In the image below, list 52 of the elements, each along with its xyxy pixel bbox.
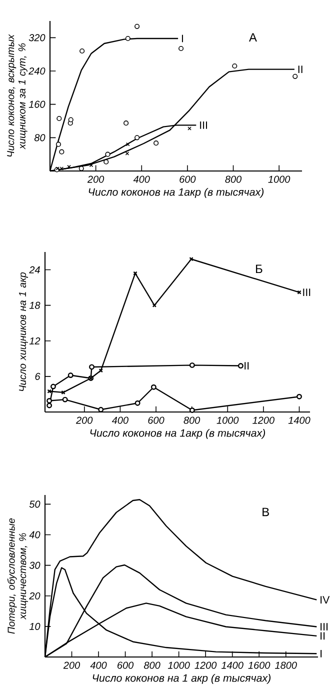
- y-tick-label: 40: [29, 531, 40, 538]
- series-label: I: [320, 650, 322, 658]
- text: Б: [256, 264, 262, 273]
- y-tick-label: 240: [28, 67, 46, 75]
- x-tick-label: 1200: [194, 662, 217, 669]
- series-label: IV: [320, 596, 330, 604]
- y-tick-label: 10: [29, 622, 40, 630]
- text: А: [248, 33, 257, 42]
- series-label: I: [182, 34, 183, 42]
- x-tick-label: 200: [87, 176, 104, 183]
- y-tick-label: 80: [34, 134, 46, 142]
- x-tick-label: 600: [148, 416, 164, 424]
- text: В: [262, 508, 269, 516]
- x-tick-label: 800: [144, 662, 160, 669]
- x-tick-label: 800: [184, 416, 200, 424]
- x-tick-label: 400: [133, 176, 150, 183]
- y-tick-label: 320: [28, 34, 46, 42]
- y-axis-title: Число хищников на 1 акр: [19, 272, 28, 391]
- series-label: III: [303, 288, 310, 296]
- x-tick-label: 1000: [268, 176, 290, 183]
- x-tick-label: 200: [76, 416, 93, 424]
- series-label: II: [298, 66, 302, 74]
- series-label: III: [200, 122, 208, 129]
- x-axis-title: Число коконов на 1 акр (в тысячах): [92, 674, 270, 684]
- x-tick-label: 1400: [221, 662, 244, 669]
- x-axis-title: Число коконов на 1акр (в тысячах): [88, 188, 264, 198]
- x-tick-label: 1400: [288, 416, 310, 424]
- x-tick-label: 600: [118, 662, 134, 669]
- y-tick-label: 30: [29, 562, 40, 569]
- x-tick-label: 1200: [252, 416, 274, 424]
- x-tick-label: 1000: [168, 662, 190, 669]
- x-tick-label: 400: [112, 416, 128, 424]
- y-tick-label: 18: [29, 302, 40, 309]
- series-label: II: [320, 632, 325, 640]
- x-tick-label: 200: [63, 662, 80, 669]
- y-axis-title: Потери, обусловленные хищничеством, %: [7, 518, 28, 634]
- y-axis-title: Число коконов, вскрытых хищником за 1 сут, %: [7, 34, 28, 157]
- series-label: III: [320, 623, 328, 630]
- y-tick-label: 12: [29, 337, 40, 344]
- y-tick-label: 20: [29, 592, 40, 600]
- y-tick-label: 50: [29, 500, 40, 508]
- x-tick-label: 400: [90, 662, 107, 669]
- x-tick-label: 600: [180, 176, 196, 183]
- x-tick-label: 1600: [248, 662, 270, 669]
- y-tick-label: 160: [28, 100, 46, 108]
- y-tick-label: 24: [29, 266, 40, 274]
- x-tick-label: 800: [225, 176, 242, 183]
- x-tick-label: 1000: [216, 416, 239, 424]
- x-tick-label: 1800: [275, 662, 297, 669]
- y-tick-label: 6: [35, 372, 40, 380]
- x-axis-title: Число коконов на 1акр (в тысячах): [90, 428, 266, 439]
- series-label: II: [244, 362, 249, 370]
